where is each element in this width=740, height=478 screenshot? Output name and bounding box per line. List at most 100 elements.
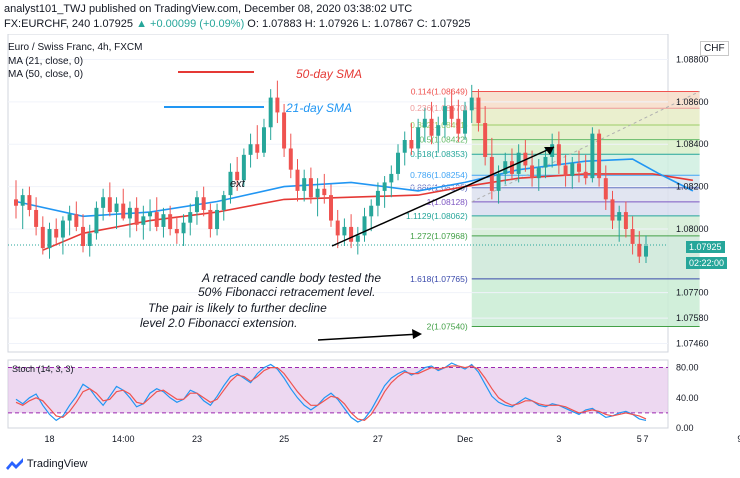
decline-arrow-line [317, 333, 421, 341]
candle [396, 144, 401, 181]
candle-body [583, 171, 588, 179]
candle-body [101, 197, 106, 208]
candle [335, 209, 340, 249]
candle-body [456, 118, 461, 134]
stoch-y-tick-label: 80.00 [676, 363, 699, 373]
candle [14, 180, 18, 219]
candle-body [34, 209, 39, 227]
ma21-legend[interactable]: MA (21, close, 0) [8, 56, 84, 67]
candle-body [67, 214, 72, 221]
trend-line [331, 146, 555, 247]
candle [148, 199, 153, 232]
fib-zone [471, 108, 700, 125]
decline-arrowhead [412, 329, 422, 339]
candle-body [275, 97, 280, 113]
candle [141, 205, 146, 240]
candle [34, 197, 39, 236]
candle [436, 116, 441, 153]
candle-body [248, 144, 253, 155]
retrace-annotation-line2: 50% Fibonacci retracement level. [198, 285, 375, 299]
candle [422, 108, 427, 143]
candle-body [396, 152, 401, 174]
candle [235, 156, 240, 191]
candle [101, 188, 106, 221]
candle-body [81, 226, 86, 246]
candle [308, 167, 313, 204]
candle [637, 231, 642, 263]
candle [590, 127, 595, 183]
candle-body [416, 127, 421, 149]
candle [402, 131, 407, 166]
fib-zone [471, 91, 700, 109]
stoch-d-line [15, 365, 647, 422]
candle-body [282, 112, 287, 149]
candle-body [362, 216, 367, 236]
candle [509, 148, 514, 181]
candle [87, 224, 92, 257]
candle [261, 118, 266, 157]
candle-body [161, 214, 166, 227]
candle-body [409, 140, 414, 149]
candle [194, 190, 199, 225]
candle [556, 131, 561, 174]
fib-level-label: 0.618(1.08353) [410, 149, 468, 159]
candle-body [436, 125, 441, 136]
candle [154, 197, 159, 232]
candle [302, 169, 307, 202]
y-tick-label: 1.08800 [676, 54, 709, 64]
candle [168, 205, 173, 236]
y-tick-label: 1.08600 [676, 97, 709, 107]
candle-body [235, 171, 240, 181]
candle [134, 197, 139, 232]
candle [570, 156, 575, 189]
candle [67, 205, 72, 236]
chart-header: analyst101_TWJ published on TradingView.… [0, 0, 740, 34]
fib-zone [471, 215, 700, 236]
candle-body [630, 229, 635, 244]
fib-trend-line [471, 91, 700, 203]
stoch-k-line [15, 362, 647, 423]
x-tick-label: 23 [192, 434, 202, 444]
candle [603, 165, 608, 210]
candle [174, 216, 179, 244]
candle [241, 148, 246, 187]
footer: TradingView [0, 452, 740, 478]
candle [60, 216, 65, 255]
candle [610, 190, 615, 230]
candle-body [329, 195, 333, 221]
candle-body [107, 197, 112, 213]
fib-level-label: 0.5(1.08422) [420, 135, 468, 145]
decline-annotation-line1: The pair is likely to further decline [148, 301, 327, 315]
candle-body [215, 209, 220, 230]
retrace-annotation-line1: A retraced candle body tested the [201, 271, 381, 285]
y-tick-label: 1.07460 [676, 339, 709, 349]
candle [382, 176, 387, 208]
fib-level-label: 1.618(1.07765) [410, 274, 468, 284]
candle [456, 99, 461, 143]
candle [576, 150, 581, 183]
price-chart[interactable]: 0.114(1.08649) 0.236(1.08570) 0.382(1.0849… [0, 34, 740, 452]
fib-level-label: 0.786(1.08254) [410, 170, 468, 180]
x-tick-label: 3 [556, 434, 561, 444]
tradingview-logo[interactable]: TradingView [6, 458, 87, 471]
candle-body [114, 203, 119, 213]
ma50-legend[interactable]: MA (50, close, 0) [8, 69, 84, 80]
candle-body [355, 235, 360, 242]
candle [215, 203, 220, 236]
candle-body [60, 220, 65, 238]
fib-level-label: 0.236(1.08570) [410, 103, 468, 113]
price-change: +0.00099 (+0.09%) [150, 18, 245, 30]
candle-body [94, 207, 99, 234]
candle-body [14, 199, 18, 206]
x-tick-label: 14:00 [112, 434, 135, 444]
x-tick-label: Dec [457, 434, 474, 444]
candle [288, 133, 293, 179]
candle-body [221, 195, 226, 210]
ext-annotation: ext [230, 178, 246, 190]
candle-body [442, 106, 447, 126]
candle [208, 203, 213, 238]
candle-body [637, 243, 642, 257]
candle-body [597, 133, 602, 179]
candle-body [617, 212, 622, 221]
candle-body [181, 222, 186, 234]
